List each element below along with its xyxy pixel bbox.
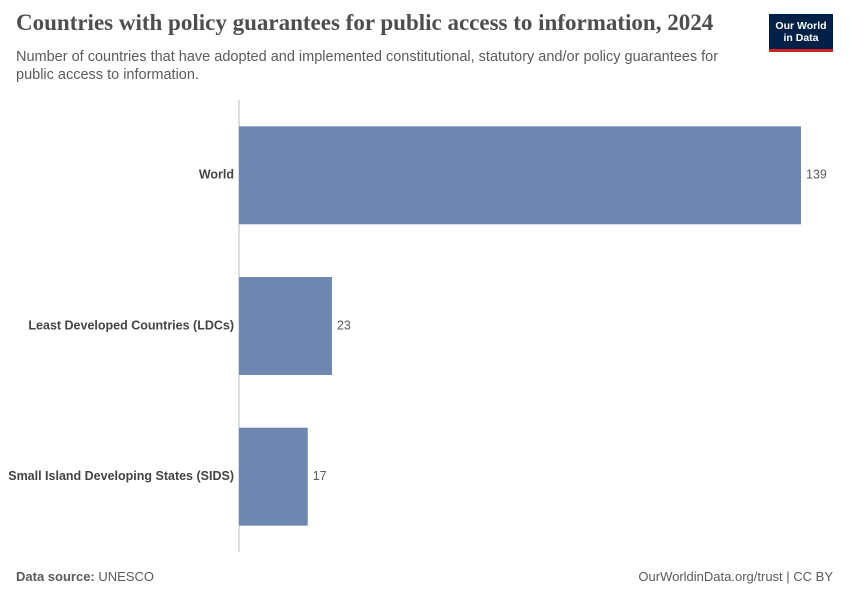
logo-line: Our World	[775, 20, 827, 32]
category-label: Least Developed Countries (LDCs)	[28, 318, 234, 332]
footer-source: Data source: UNESCO	[16, 569, 154, 584]
footer-license[interactable]: OurWorldinData.org/trust | CC BY	[638, 569, 833, 584]
source[interactable]: UNESCO	[98, 569, 154, 584]
bar	[239, 126, 801, 225]
logo-line: in Data	[783, 32, 819, 44]
bar	[239, 427, 308, 526]
value-label: 139	[806, 168, 827, 182]
bar	[239, 277, 332, 375]
chart: World 139 Least Developed Countries (LDCs)…	[8, 100, 827, 552]
value-label: 17	[313, 469, 327, 483]
category-label: World	[199, 168, 234, 182]
source-label: Data source:	[16, 569, 95, 584]
value-label: 23	[337, 318, 351, 332]
logo[interactable]: Our World in Data	[769, 14, 833, 52]
chart-subtitle: Number of countries that have adopted an…	[16, 49, 719, 83]
chart-title: Countries with policy guarantees for pub…	[16, 10, 714, 35]
category-label: Small Island Developing States (SIDS)	[8, 469, 234, 483]
